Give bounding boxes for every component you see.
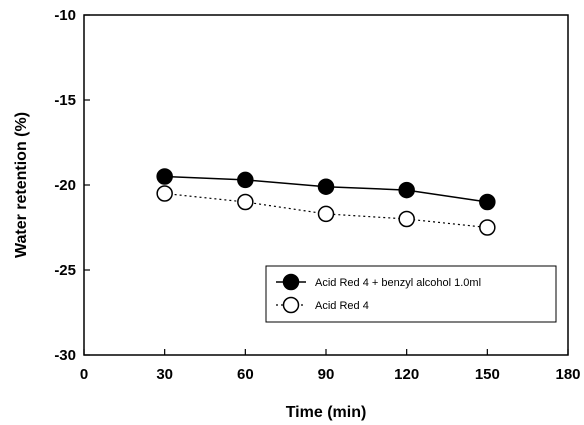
legend-label-series-2: Acid Red 4 [315,300,369,312]
x-tick-label: 150 [475,366,500,383]
y-tick-label: -15 [54,92,76,109]
series-2-point [317,205,335,223]
series-1-point [398,181,415,199]
series-2-point [237,193,254,211]
legend-marker-series-1 [282,273,300,291]
legend-box [265,265,557,323]
y-tick-label: -10 [54,7,76,24]
x-tick-label: 180 [555,366,580,383]
legend-marker-series-2 [282,296,300,314]
x-axis-title: Time (min) [286,404,367,421]
axis-ticks: 0 30 60 90 120 150 180 -30 -25 -20 -15 -10 [54,7,580,383]
x-tick-label: 60 [237,366,254,383]
legend: Acid Red 4 + benzyl alcohol 1.0ml Acid R… [265,265,557,323]
series-2-point [479,219,496,236]
legend-label-series-1: Acid Red 4 + benzyl alcohol 1.0ml [315,277,481,289]
series-2-point [398,210,415,228]
series-1-point [479,193,496,211]
x-tick-label: 120 [394,366,419,383]
y-tick-label: -20 [54,177,76,194]
series-1-point [317,178,335,195]
y-axis-title: Water retention (%) [13,112,30,258]
series-1-point [237,171,254,189]
series-1-point [156,168,173,185]
y-tick-label: -30 [54,347,76,364]
series-points [156,168,496,236]
y-tick-label: -25 [54,262,76,279]
x-tick-label: 0 [80,366,88,383]
series-2-point [156,185,173,202]
x-tick-label: 90 [318,366,335,383]
series-line-2 [164,192,488,229]
x-tick-label: 30 [156,366,173,383]
